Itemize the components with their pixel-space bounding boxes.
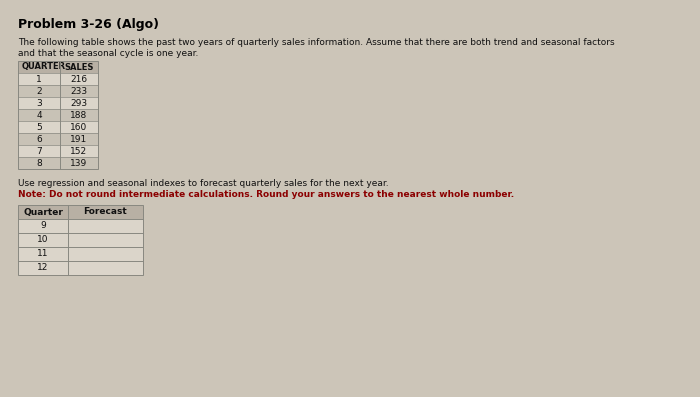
Text: 139: 139 <box>71 158 88 168</box>
Text: 4: 4 <box>36 110 42 119</box>
Bar <box>18 247 143 261</box>
Text: 5: 5 <box>36 123 42 131</box>
Text: 11: 11 <box>37 249 49 258</box>
Bar <box>18 97 98 109</box>
Bar <box>18 205 143 275</box>
Bar <box>18 121 98 133</box>
Bar <box>18 233 143 247</box>
Text: 216: 216 <box>71 75 88 83</box>
Bar <box>18 145 98 157</box>
Bar <box>18 219 143 233</box>
Bar <box>18 61 98 73</box>
Text: 188: 188 <box>71 110 88 119</box>
Text: QUARTER: QUARTER <box>22 62 66 71</box>
Text: 160: 160 <box>71 123 88 131</box>
Text: Use regression and seasonal indexes to forecast quarterly sales for the next yea: Use regression and seasonal indexes to f… <box>18 179 388 188</box>
Text: 12: 12 <box>37 264 49 272</box>
Text: 1: 1 <box>36 75 42 83</box>
Text: 3: 3 <box>36 98 42 108</box>
Bar <box>18 133 98 145</box>
Bar <box>18 205 143 219</box>
Text: Quarter: Quarter <box>23 208 63 216</box>
Text: and that the seasonal cycle is one year.: and that the seasonal cycle is one year. <box>18 49 198 58</box>
Text: 8: 8 <box>36 158 42 168</box>
Text: 233: 233 <box>71 87 88 96</box>
Text: 2: 2 <box>36 87 42 96</box>
Text: 9: 9 <box>40 222 46 231</box>
Bar <box>18 157 98 169</box>
Text: 293: 293 <box>71 98 88 108</box>
Text: The following table shows the past two years of quarterly sales information. Ass: The following table shows the past two y… <box>18 38 615 47</box>
Text: 7: 7 <box>36 146 42 156</box>
Text: 152: 152 <box>71 146 88 156</box>
Text: 191: 191 <box>71 135 88 143</box>
Text: 10: 10 <box>37 235 49 245</box>
Text: Note: Do not round intermediate calculations. Round your answers to the nearest : Note: Do not round intermediate calculat… <box>18 190 514 199</box>
Text: SALES: SALES <box>64 62 93 71</box>
Bar <box>18 85 98 97</box>
Text: 6: 6 <box>36 135 42 143</box>
Text: Problem 3-26 (Algo): Problem 3-26 (Algo) <box>18 18 159 31</box>
Bar <box>18 73 98 85</box>
Text: Forecast: Forecast <box>83 208 127 216</box>
Bar <box>18 109 98 121</box>
Bar <box>18 61 98 169</box>
Bar <box>18 261 143 275</box>
